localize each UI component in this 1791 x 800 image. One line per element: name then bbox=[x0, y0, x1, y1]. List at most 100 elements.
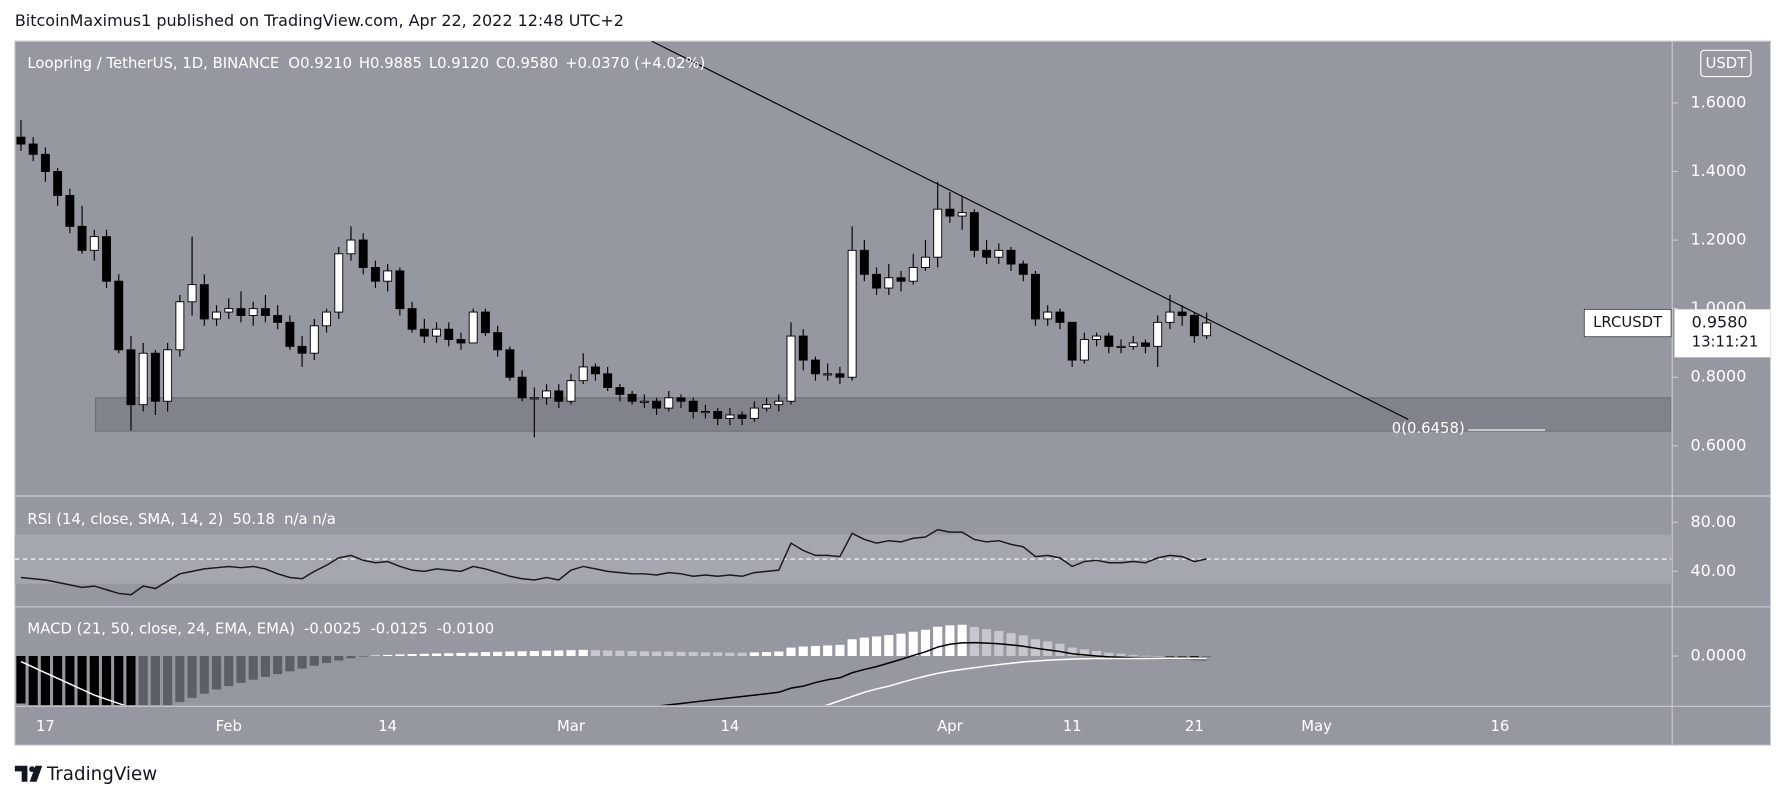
candle-body bbox=[1202, 322, 1212, 337]
candle-body bbox=[896, 277, 906, 282]
y-tick-label: 0.0000 bbox=[1690, 646, 1746, 665]
macd-histogram-bar bbox=[1104, 652, 1114, 657]
x-tick-label: May bbox=[1301, 717, 1332, 735]
candle-body bbox=[688, 400, 698, 412]
macd-histogram-bar bbox=[53, 656, 63, 706]
candle-body bbox=[811, 359, 820, 375]
candle-body bbox=[1067, 321, 1077, 361]
macd-histogram-bar bbox=[224, 656, 234, 687]
macd-histogram-bar bbox=[896, 633, 906, 657]
candle-body bbox=[89, 236, 99, 251]
candle-body bbox=[615, 387, 625, 395]
candle-body bbox=[1018, 263, 1028, 275]
macd-histogram-bar bbox=[444, 653, 454, 657]
macd-histogram-bar bbox=[688, 652, 698, 657]
macd-histogram-bar bbox=[273, 656, 283, 675]
macd-histogram-bar bbox=[1092, 650, 1102, 657]
candle-body bbox=[823, 373, 833, 376]
currency-label[interactable]: USDT bbox=[1706, 54, 1748, 72]
candle-body bbox=[982, 249, 992, 258]
candle-body bbox=[554, 390, 564, 402]
macd-histogram-bar bbox=[761, 652, 772, 657]
macd-histogram-bar bbox=[236, 656, 246, 683]
macd-histogram-bar bbox=[321, 656, 332, 663]
candle-body bbox=[432, 328, 441, 337]
macd-histogram-bar bbox=[114, 656, 124, 706]
candle-body bbox=[236, 308, 246, 316]
candle-body bbox=[676, 397, 686, 402]
candle-body bbox=[395, 270, 405, 310]
currency-button-frame[interactable] bbox=[1700, 49, 1752, 78]
candle-body bbox=[529, 397, 539, 400]
candle-body bbox=[419, 328, 429, 337]
candle-body bbox=[921, 256, 930, 268]
macd-histogram-bar bbox=[260, 656, 270, 677]
candle-body bbox=[297, 345, 307, 354]
macd-histogram-bar bbox=[920, 629, 931, 657]
macd-histogram-bar bbox=[859, 637, 869, 657]
x-tick-label: 14 bbox=[378, 717, 397, 735]
macd-readout: -0.0125 bbox=[370, 620, 427, 638]
macd-readout: -0.0100 bbox=[437, 620, 494, 638]
candle-body bbox=[749, 407, 759, 419]
macd-histogram-bar bbox=[211, 656, 222, 690]
candle-body bbox=[847, 249, 857, 378]
candle-body bbox=[28, 143, 38, 155]
candle-body bbox=[1079, 339, 1089, 361]
macd-histogram-bar bbox=[615, 650, 625, 657]
candle-body bbox=[1055, 311, 1065, 323]
rsi-legend: RSI (14, close, SMA, 14, 2) 50.18 n/a n/a bbox=[27, 510, 335, 528]
candle-body bbox=[407, 308, 417, 330]
x-tick-label: 11 bbox=[1063, 717, 1082, 735]
legend-key: L bbox=[429, 54, 438, 72]
candle-body bbox=[468, 311, 478, 344]
candle-body bbox=[566, 380, 576, 402]
candle-body bbox=[65, 195, 75, 227]
trendline bbox=[651, 41, 1409, 420]
candle-body bbox=[835, 373, 845, 378]
candle-body bbox=[872, 273, 882, 289]
macd-pane bbox=[16, 624, 1212, 706]
candle-body bbox=[737, 414, 747, 419]
x-tick-label: Apr bbox=[937, 717, 964, 735]
brand-logo bbox=[14, 765, 43, 782]
macd-histogram-bar bbox=[1055, 643, 1065, 657]
candle-body bbox=[77, 225, 87, 251]
macd-histogram-bar bbox=[346, 656, 356, 659]
macd-line bbox=[20, 657, 1207, 706]
macd-histogram-bar bbox=[810, 645, 821, 657]
legend-value: 0.9120 bbox=[437, 54, 489, 72]
candle-body bbox=[798, 335, 808, 361]
macd-line bbox=[659, 641, 1207, 706]
macd-histogram-bar bbox=[28, 656, 38, 706]
candle-body bbox=[603, 373, 613, 388]
candle-body bbox=[762, 404, 772, 409]
macd-histogram-bar bbox=[823, 645, 833, 657]
candle-body bbox=[309, 325, 319, 354]
macd-histogram-bar bbox=[1202, 656, 1212, 657]
macd-histogram-bar bbox=[529, 650, 539, 657]
y-tick-label: 1.4000 bbox=[1690, 161, 1746, 180]
legend-change: +0.0370 (+4.02%) bbox=[565, 54, 705, 72]
macd-histogram-bar bbox=[1128, 654, 1138, 657]
macd-histogram-bar bbox=[1079, 649, 1089, 657]
candle-body bbox=[786, 335, 796, 402]
candle-body bbox=[700, 411, 710, 414]
currency-button[interactable]: USDT bbox=[1700, 49, 1752, 78]
legend-key: O bbox=[288, 54, 300, 72]
macd-histogram-bar bbox=[872, 636, 882, 657]
macd-histogram-bar bbox=[969, 626, 979, 657]
macd-histogram-bar bbox=[150, 656, 160, 706]
brand-name: TradingView bbox=[46, 764, 157, 785]
rsi-line bbox=[20, 528, 1207, 596]
macd-histogram-bar bbox=[101, 656, 112, 706]
macd-histogram-bar bbox=[126, 656, 136, 706]
macd-histogram-bar bbox=[407, 654, 417, 657]
macd-histogram-bar bbox=[468, 652, 478, 657]
candle-body bbox=[1128, 342, 1138, 347]
candle-body bbox=[334, 253, 344, 313]
macd-histogram-bar bbox=[639, 651, 649, 657]
symbol-title: Loopring / TetherUS, 1D, BINANCE bbox=[27, 54, 279, 72]
